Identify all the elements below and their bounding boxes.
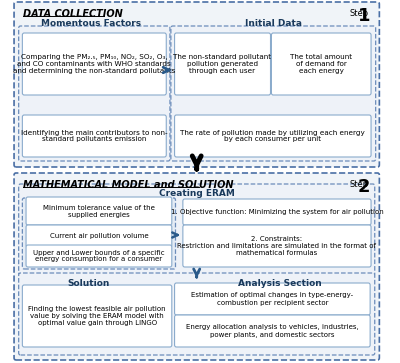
Text: Upper and Lower bounds of a specific
energy consumption for a consumer: Upper and Lower bounds of a specific ene… bbox=[33, 249, 165, 262]
Text: Creating ERAM: Creating ERAM bbox=[159, 189, 235, 199]
Text: Minimum tolerance value of the
supplied energies: Minimum tolerance value of the supplied … bbox=[43, 204, 155, 217]
FancyBboxPatch shape bbox=[183, 225, 371, 267]
Text: Solution: Solution bbox=[68, 278, 110, 287]
FancyBboxPatch shape bbox=[19, 26, 170, 161]
Text: Step: Step bbox=[350, 180, 369, 189]
Text: 1: 1 bbox=[358, 7, 370, 25]
FancyBboxPatch shape bbox=[19, 184, 375, 275]
FancyBboxPatch shape bbox=[26, 197, 172, 225]
Text: DATA COLLECTION: DATA COLLECTION bbox=[23, 9, 123, 19]
Text: Finding the lowest feasible air pollution
value by solving the ERAM model with
o: Finding the lowest feasible air pollutio… bbox=[28, 306, 166, 326]
Text: Step: Step bbox=[350, 9, 369, 18]
FancyBboxPatch shape bbox=[22, 285, 172, 347]
FancyBboxPatch shape bbox=[174, 315, 370, 347]
Text: Current air pollution volume: Current air pollution volume bbox=[50, 233, 148, 239]
Text: The total amount
of demand for
each energy: The total amount of demand for each ener… bbox=[290, 54, 352, 74]
FancyBboxPatch shape bbox=[19, 273, 375, 355]
Text: The non-standard pollutant
pollution generated
through each user: The non-standard pollutant pollution gen… bbox=[174, 54, 272, 74]
Text: Initial Data: Initial Data bbox=[245, 19, 302, 28]
Text: Estimation of optimal changes in type-energy-
combustion per recipient sector: Estimation of optimal changes in type-en… bbox=[191, 293, 354, 306]
Text: 2. Constraints:
Restriction and limitations are simulated in the format of
mathe: 2. Constraints: Restriction and limitati… bbox=[178, 236, 376, 256]
FancyBboxPatch shape bbox=[22, 198, 176, 269]
Text: Momentous Factors: Momentous Factors bbox=[40, 19, 141, 28]
Text: 1. Objective function: Minimizing the system for air pollution: 1. Objective function: Minimizing the sy… bbox=[170, 209, 383, 215]
FancyBboxPatch shape bbox=[26, 245, 172, 267]
FancyBboxPatch shape bbox=[272, 33, 371, 95]
FancyBboxPatch shape bbox=[26, 225, 172, 247]
Text: MATHEMATICAL MODEL and SOLUTION: MATHEMATICAL MODEL and SOLUTION bbox=[23, 180, 234, 190]
Text: Analysis Section: Analysis Section bbox=[238, 278, 322, 287]
Text: 2: 2 bbox=[358, 178, 370, 196]
FancyBboxPatch shape bbox=[22, 115, 166, 157]
FancyBboxPatch shape bbox=[22, 33, 166, 95]
FancyBboxPatch shape bbox=[174, 33, 270, 95]
FancyBboxPatch shape bbox=[174, 115, 371, 157]
Text: Energy allocation analysis to vehicles, industries,
power plants, and domestic s: Energy allocation analysis to vehicles, … bbox=[186, 325, 359, 338]
FancyBboxPatch shape bbox=[171, 26, 376, 161]
Text: Identifying the main contributors to non-
standard pollutants emission: Identifying the main contributors to non… bbox=[21, 130, 168, 143]
Text: The rate of pollution made by utilizing each energy
by each consumer per unit: The rate of pollution made by utilizing … bbox=[180, 130, 365, 143]
FancyBboxPatch shape bbox=[174, 283, 370, 315]
FancyBboxPatch shape bbox=[14, 2, 379, 167]
FancyBboxPatch shape bbox=[14, 173, 379, 360]
FancyBboxPatch shape bbox=[183, 199, 371, 225]
Text: Comparing the PM₂.₅, PM₁₀, NO₂, SO₂, O₃,
and CO contaminants with WHO standards
: Comparing the PM₂.₅, PM₁₀, NO₂, SO₂, O₃,… bbox=[13, 54, 176, 74]
